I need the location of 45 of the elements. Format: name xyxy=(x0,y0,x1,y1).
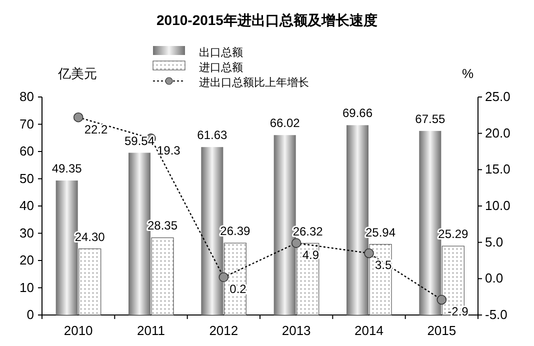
y-tick-label: 0 xyxy=(26,307,34,322)
y2-tick-label: 10.0 xyxy=(485,198,510,213)
y2-axis-title: % xyxy=(462,66,474,81)
data-label: 49.35 xyxy=(52,162,82,176)
y-tick-label: 70 xyxy=(20,116,34,132)
legend-label: 进口总额 xyxy=(199,61,243,74)
data-label: 69.66 xyxy=(342,106,373,120)
y2-tick-label: 0.0 xyxy=(485,270,504,286)
data-label: 67.55 xyxy=(415,112,446,126)
data-label: 25.29 xyxy=(438,227,469,242)
y2-tick-label: 15.0 xyxy=(485,162,510,177)
data-label: 4.9 xyxy=(302,248,320,262)
bar xyxy=(151,237,174,316)
legend-label: 进出口总额比上年增长 xyxy=(199,76,309,89)
y2-tick-label: 25.0 xyxy=(485,89,510,104)
x-tick-label: 2011 xyxy=(137,323,165,338)
data-label: 61.63 xyxy=(197,128,228,142)
y-tick-label: 60 xyxy=(20,144,34,158)
data-label: 19.3 xyxy=(157,143,181,158)
data-label: 25.94 xyxy=(365,225,396,240)
x-tick-label: 2014 xyxy=(354,323,384,338)
x-tick-label: 2012 xyxy=(209,323,238,338)
data-label: 26.32 xyxy=(292,224,324,238)
x-tick-label: 2015 xyxy=(427,323,456,338)
chart-title: 2010-2015年进出口总额及增长速度 xyxy=(156,12,378,28)
y-axis-title: 亿美元 xyxy=(57,66,97,81)
data-label: 28.35 xyxy=(147,218,178,233)
y-tick-label: 50 xyxy=(20,170,34,186)
bar xyxy=(78,248,102,316)
y-tick-label: 20 xyxy=(20,252,34,268)
y-tick-label: 80 xyxy=(20,89,34,104)
y-tick-label: 10 xyxy=(20,280,34,295)
data-label: 22.2 xyxy=(84,122,108,136)
x-tick-label: 2010 xyxy=(64,323,93,338)
data-label: 66.02 xyxy=(270,116,300,130)
legend-label: 出口总额 xyxy=(199,46,243,59)
y2-tick-label: -5.0 xyxy=(485,307,508,322)
data-label: 24.30 xyxy=(74,230,106,244)
data-label: 0.2 xyxy=(230,282,247,296)
y-tick-label: 40 xyxy=(20,198,34,213)
y-tick-label: 30 xyxy=(20,225,34,240)
y2-tick-label: 5.0 xyxy=(485,234,504,250)
y2-tick-label: 20.0 xyxy=(485,125,510,140)
data-label: 26.39 xyxy=(220,224,251,238)
x-tick-label: 2013 xyxy=(282,323,311,338)
